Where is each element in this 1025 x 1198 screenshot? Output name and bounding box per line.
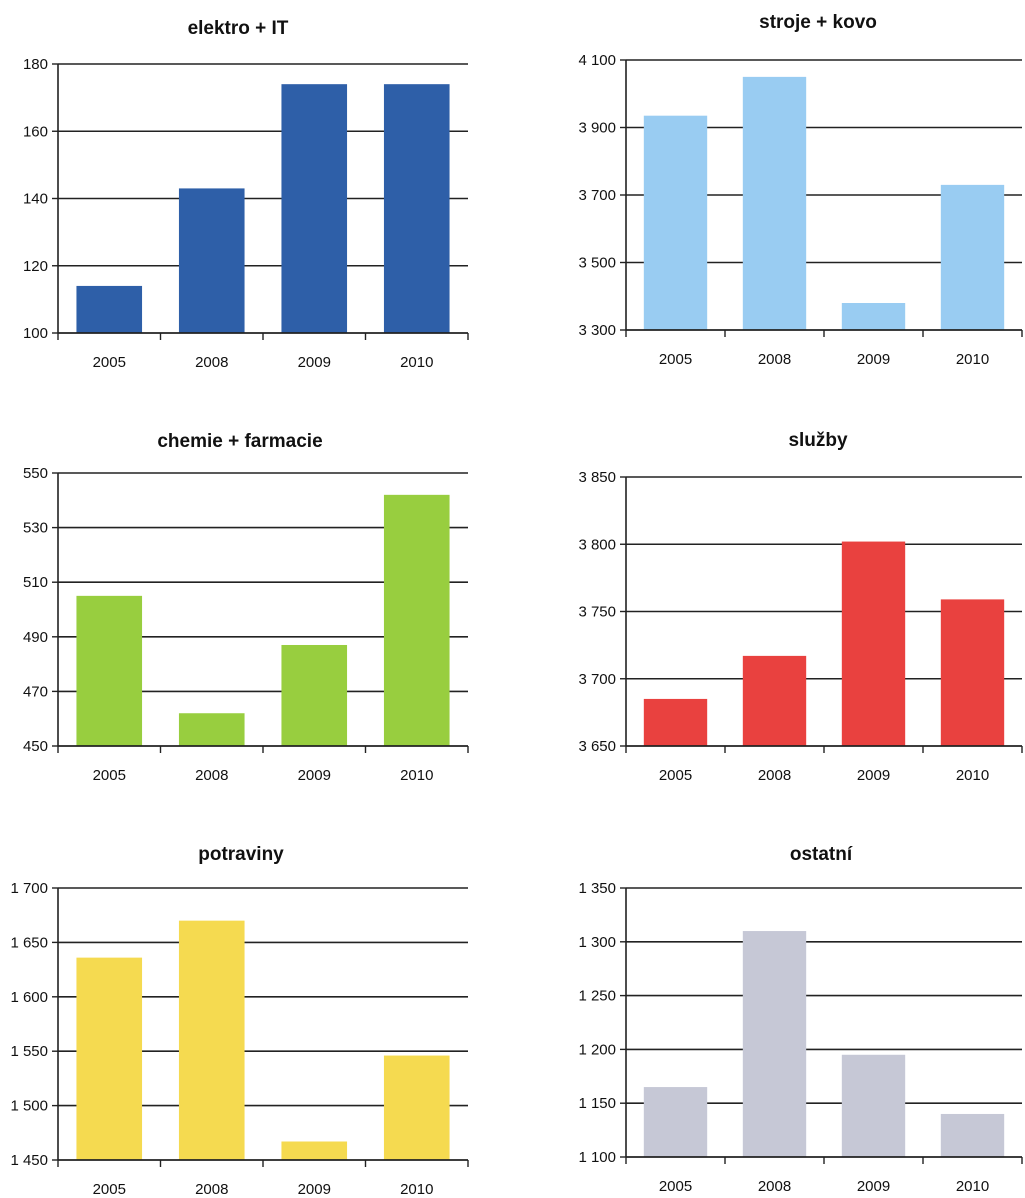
y-tick-label: 510 — [23, 574, 48, 591]
bar-2010 — [383, 494, 450, 746]
y-tick-label: 3 500 — [578, 255, 616, 272]
x-tick-label: 2010 — [400, 767, 433, 784]
x-tick-label: 2008 — [195, 767, 228, 784]
bar-2005 — [76, 957, 143, 1160]
y-tick-label: 3 800 — [578, 536, 616, 553]
x-tick-label: 2005 — [93, 1181, 126, 1198]
y-tick-label: 1 700 — [10, 880, 48, 897]
y-tick-label: 1 600 — [10, 989, 48, 1006]
bar-2008 — [742, 931, 807, 1157]
x-tick-label: 2008 — [195, 1181, 228, 1198]
bar-2005 — [643, 698, 708, 746]
x-tick-label: 2005 — [93, 767, 126, 784]
y-tick-label: 1 650 — [10, 934, 48, 951]
x-tick-label: 2008 — [195, 354, 228, 371]
y-tick-label: 3 850 — [578, 469, 616, 486]
x-tick-label: 2005 — [93, 354, 126, 371]
y-tick-label: 180 — [23, 56, 48, 73]
y-tick-label: 4 100 — [578, 52, 616, 69]
chart-panel: stroje + kovo 3 300 3 500 3 700 3 900 4 100 20… — [578, 12, 1023, 368]
y-tick-label: 3 300 — [578, 322, 616, 339]
y-tick-label: 470 — [23, 683, 48, 700]
y-tick-label: 1 150 — [578, 1095, 616, 1112]
chart-title: služby — [788, 430, 848, 451]
bar-2005 — [643, 1087, 708, 1157]
chart-title: chemie + farmacie — [157, 431, 322, 452]
y-tick-label: 1 100 — [578, 1149, 616, 1166]
y-tick-label: 3 750 — [578, 604, 616, 621]
bar-2009 — [281, 644, 348, 746]
x-tick-label: 2005 — [659, 767, 692, 784]
y-tick-label: 160 — [23, 123, 48, 140]
y-tick-label: 1 550 — [10, 1043, 48, 1060]
x-tick-label: 2009 — [857, 1178, 890, 1195]
y-tick-label: 1 250 — [578, 988, 616, 1005]
x-tick-label: 2008 — [758, 1178, 791, 1195]
chart-panel: elektro + IT 100 120 140 160 180 2005 2008 2009 2… — [23, 18, 469, 371]
bar-2005 — [76, 595, 143, 746]
bar-2009 — [841, 1054, 906, 1157]
chart-panel: ostatní 1 100 1 150 1 200 1 250 1 300 1 350 200… — [578, 844, 1023, 1195]
y-tick-label: 120 — [23, 258, 48, 275]
x-tick-label: 2010 — [400, 1181, 433, 1198]
chart-title: potraviny — [198, 844, 284, 865]
x-tick-label: 2005 — [659, 351, 692, 368]
bar-2008 — [178, 920, 245, 1160]
bar-2005 — [643, 115, 708, 330]
bar-2008 — [178, 188, 245, 333]
y-tick-label: 1 450 — [10, 1152, 48, 1169]
y-tick-label: 1 200 — [578, 1041, 616, 1058]
chart-panel: služby 3 650 3 700 3 750 3 800 3 850 2005 2008 2… — [578, 430, 1023, 784]
y-tick-label: 550 — [23, 465, 48, 482]
chart-title: stroje + kovo — [759, 12, 877, 33]
bar-2010 — [940, 184, 1005, 330]
x-tick-label: 2008 — [758, 351, 791, 368]
x-tick-label: 2005 — [659, 1178, 692, 1195]
y-tick-label: 1 500 — [10, 1098, 48, 1115]
y-tick-label: 140 — [23, 191, 48, 208]
y-tick-label: 1 300 — [578, 934, 616, 951]
x-tick-label: 2010 — [956, 1178, 989, 1195]
x-tick-label: 2010 — [400, 354, 433, 371]
y-tick-label: 530 — [23, 520, 48, 537]
y-tick-label: 490 — [23, 629, 48, 646]
bar-2010 — [383, 1055, 450, 1160]
x-tick-label: 2009 — [857, 767, 890, 784]
y-tick-label: 450 — [23, 738, 48, 755]
bar-2009 — [281, 1141, 348, 1160]
y-tick-label: 3 700 — [578, 187, 616, 204]
bar-2010 — [940, 599, 1005, 746]
chart-panel: potraviny 1 450 1 500 1 550 1 600 1 650 1 700 2… — [10, 844, 469, 1198]
y-tick-label: 3 900 — [578, 120, 616, 137]
chart-panel: chemie + farmacie 450 470 490 510 530 550 2005 2… — [23, 431, 469, 784]
y-tick-label: 3 700 — [578, 671, 616, 688]
y-tick-label: 1 350 — [578, 880, 616, 897]
bar-2005 — [76, 285, 143, 333]
bar-2009 — [841, 303, 906, 330]
bar-2009 — [841, 541, 906, 746]
y-tick-label: 3 650 — [578, 738, 616, 755]
bar-2010 — [383, 84, 450, 333]
chart-title: ostatní — [790, 844, 853, 865]
x-tick-label: 2009 — [857, 351, 890, 368]
bar-2009 — [281, 84, 348, 333]
bar-2008 — [742, 655, 807, 746]
bar-2010 — [940, 1113, 1005, 1157]
x-tick-label: 2009 — [298, 767, 331, 784]
x-tick-label: 2009 — [298, 354, 331, 371]
x-tick-label: 2010 — [956, 767, 989, 784]
x-tick-label: 2010 — [956, 351, 989, 368]
x-tick-label: 2009 — [298, 1181, 331, 1198]
bar-2008 — [178, 713, 245, 746]
chart-title: elektro + IT — [188, 18, 289, 39]
bar-2008 — [742, 76, 807, 330]
x-tick-label: 2008 — [758, 767, 791, 784]
y-tick-label: 100 — [23, 325, 48, 342]
